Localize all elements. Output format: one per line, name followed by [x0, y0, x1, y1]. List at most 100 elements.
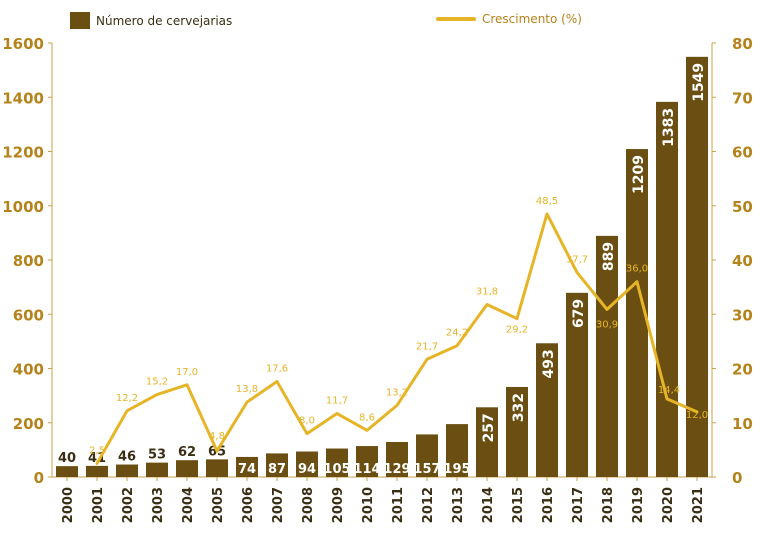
- x-tick-label: 2020: [661, 487, 676, 523]
- bar-value-label: 94: [298, 462, 316, 477]
- left-tick-label: 400: [13, 361, 44, 379]
- x-tick-label: 2007: [271, 487, 286, 523]
- x-tick-label: 2009: [331, 487, 346, 523]
- x-tick-label: 2010: [361, 487, 376, 523]
- line-value-label: 36,0: [626, 264, 648, 275]
- bar: [686, 56, 708, 478]
- right-tick-label: 30: [732, 306, 753, 324]
- line-value-label: 31,8: [476, 286, 498, 297]
- bar-value-label: 114: [353, 462, 380, 477]
- bar-value-label: 129: [383, 462, 410, 477]
- legend-line-swatch: [436, 17, 476, 21]
- bar: [86, 465, 108, 477]
- bar-value-label: 1549: [691, 63, 707, 102]
- x-tick-label: 2012: [421, 487, 436, 523]
- bar: [56, 466, 78, 477]
- right-tick-label: 80: [732, 35, 753, 53]
- line-value-label: 24,2: [446, 328, 468, 339]
- bar: [566, 292, 588, 477]
- bar: [236, 456, 258, 477]
- x-tick-label: 2011: [391, 487, 406, 523]
- bar-value-label: 40: [58, 451, 76, 466]
- x-tick-label: 2017: [571, 487, 586, 523]
- x-tick-label: 2021: [691, 487, 706, 523]
- x-tick-label: 2002: [121, 487, 136, 523]
- bar: [116, 464, 138, 477]
- legend-item-bars: Número de cervejarias: [70, 12, 232, 29]
- bar-value-label: 74: [238, 462, 256, 477]
- bar-value-label: 157: [413, 462, 440, 477]
- right-tick-label: 40: [732, 252, 753, 270]
- legend-line-label: Crescimento (%): [482, 12, 582, 26]
- line-value-label: 12,2: [116, 393, 138, 404]
- bar: [296, 451, 318, 477]
- x-tick-label: 2003: [151, 487, 166, 523]
- bar-value-label: 1383: [661, 108, 677, 147]
- bar: [326, 448, 348, 477]
- x-tick-label: 2001: [91, 487, 106, 523]
- left-tick-label: 800: [13, 252, 44, 270]
- left-tick-label: 1600: [2, 35, 44, 53]
- bar-value-label: 679: [571, 299, 587, 328]
- bar: [206, 459, 228, 477]
- bar: [446, 424, 468, 477]
- growth-line: [95, 212, 699, 465]
- bar-value-label: 493: [541, 349, 557, 378]
- x-tick-label: 2006: [241, 487, 256, 523]
- x-tick-label: 2014: [481, 487, 496, 523]
- bar: [656, 101, 678, 477]
- line-value-label: 21,7: [416, 341, 438, 352]
- left-tick-label: 1400: [2, 89, 44, 107]
- line-value-label: 4,8: [209, 431, 225, 442]
- right-tick-label: 0: [732, 469, 742, 487]
- right-tick-label: 20: [732, 361, 753, 379]
- bar: [356, 446, 378, 477]
- line-value-label: 12,0: [686, 410, 708, 421]
- bar: [416, 434, 438, 477]
- x-tick-label: 2004: [181, 487, 196, 523]
- bar-value-label: 332: [511, 393, 527, 422]
- bar-value-label: 62: [178, 445, 196, 460]
- x-tick-label: 2018: [601, 487, 616, 523]
- bar: [626, 149, 648, 477]
- bar-value-label: 53: [148, 448, 166, 463]
- left-tick-label: 0: [34, 469, 44, 487]
- x-tick-label: 2000: [61, 487, 76, 523]
- right-tick-label: 10: [732, 415, 753, 433]
- line-value-label: 13,8: [236, 384, 258, 395]
- bar: [146, 462, 168, 477]
- bar: [476, 407, 498, 477]
- left-tick-label: 600: [13, 306, 44, 324]
- chart-legend: Número de cervejarias Crescimento (%): [0, 8, 768, 34]
- left-tick-label: 1000: [2, 198, 44, 216]
- legend-bar-label: Número de cervejarias: [96, 13, 233, 28]
- line-value-label: 30,9: [596, 319, 618, 330]
- bar-value-label: 195: [443, 462, 470, 477]
- bar-value-label: 889: [601, 242, 617, 271]
- legend-bar-swatch: [70, 12, 90, 29]
- line-value-label: 37,7: [566, 254, 588, 265]
- line-value-label: 14,4: [658, 385, 680, 396]
- left-tick-label: 200: [13, 415, 44, 433]
- bar: [266, 453, 288, 477]
- line-value-label: 8,0: [299, 416, 315, 427]
- line-value-label: 2,5: [89, 445, 105, 456]
- bar: [536, 343, 558, 477]
- bar-value-label: 46: [118, 450, 136, 465]
- bar: [596, 235, 618, 477]
- x-tick-label: 2005: [211, 487, 226, 523]
- bar-value-label: 1209: [631, 155, 647, 194]
- line-value-label: 48,5: [536, 196, 558, 207]
- bar: [386, 442, 408, 477]
- right-tick-label: 50: [732, 198, 753, 216]
- x-tick-label: 2013: [451, 487, 466, 523]
- bar-value-label: 87: [268, 462, 286, 477]
- right-tick-label: 70: [732, 89, 753, 107]
- bar-value-label: 105: [323, 462, 350, 477]
- right-tick-label: 60: [732, 144, 753, 162]
- x-tick-label: 2015: [511, 487, 526, 523]
- line-value-label: 8,6: [359, 412, 375, 423]
- line-value-label: 17,0: [176, 367, 198, 378]
